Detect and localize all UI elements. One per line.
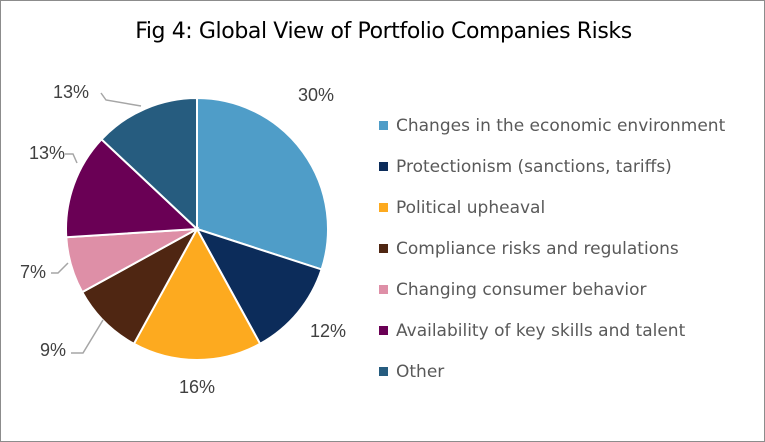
pie-slice-6 — [65, 137, 200, 239]
legend-label: Political upheaval — [396, 197, 546, 218]
legend-swatch — [379, 121, 388, 130]
legend-item: Other — [379, 351, 725, 392]
legend-label: Other — [396, 361, 445, 382]
data-label-3: 16% — [179, 377, 215, 397]
legend-label: Changes in the economic environment — [396, 115, 726, 136]
leader-line-4 — [71, 319, 104, 354]
data-label-5: 7% — [20, 262, 46, 282]
legend-item: Availability of key skills and talent — [379, 310, 725, 351]
leader-line-6 — [65, 153, 78, 164]
data-label-2: 12% — [310, 321, 346, 341]
legend-item: Political upheaval — [379, 187, 725, 228]
legend: Changes in the economic environment Prote… — [379, 105, 725, 392]
data-label-7: 13% — [53, 82, 89, 102]
legend-swatch — [379, 162, 388, 171]
legend-swatch — [379, 244, 388, 253]
legend-item: Protectionism (sanctions, tariffs) — [379, 146, 725, 187]
legend-item: Compliance risks and regulations — [379, 228, 725, 269]
pie-slice-7 — [100, 96, 198, 232]
legend-label: Compliance risks and regulations — [396, 238, 679, 259]
legend-swatch — [379, 326, 388, 335]
legend-swatch — [379, 203, 388, 212]
data-label-1: 30% — [298, 85, 334, 105]
legend-item: Changing consumer behavior — [379, 269, 725, 310]
data-label-6: 13% — [29, 143, 65, 163]
pie-slices — [65, 96, 329, 362]
chart-title: Fig 4: Global View of Portfolio Companie… — [135, 19, 632, 44]
legend-label: Protectionism (sanctions, tariffs) — [396, 156, 672, 177]
data-labels: 30% 12% 16% 9% 7% 13% 13% — [20, 82, 346, 397]
legend-label: Availability of key skills and talent — [396, 320, 686, 341]
pie-slice-3 — [132, 226, 262, 362]
pie-slice-1 — [196, 96, 329, 271]
data-label-4: 9% — [40, 340, 66, 360]
legend-label: Changing consumer behavior — [396, 279, 647, 300]
legend-item: Changes in the economic environment — [379, 105, 725, 146]
legend-swatch — [379, 367, 388, 376]
pie-slice-2 — [194, 227, 323, 346]
leader-lines — [51, 92, 142, 354]
legend-swatch — [379, 285, 388, 294]
leader-line-7 — [100, 92, 142, 107]
leader-line-5 — [51, 262, 69, 274]
